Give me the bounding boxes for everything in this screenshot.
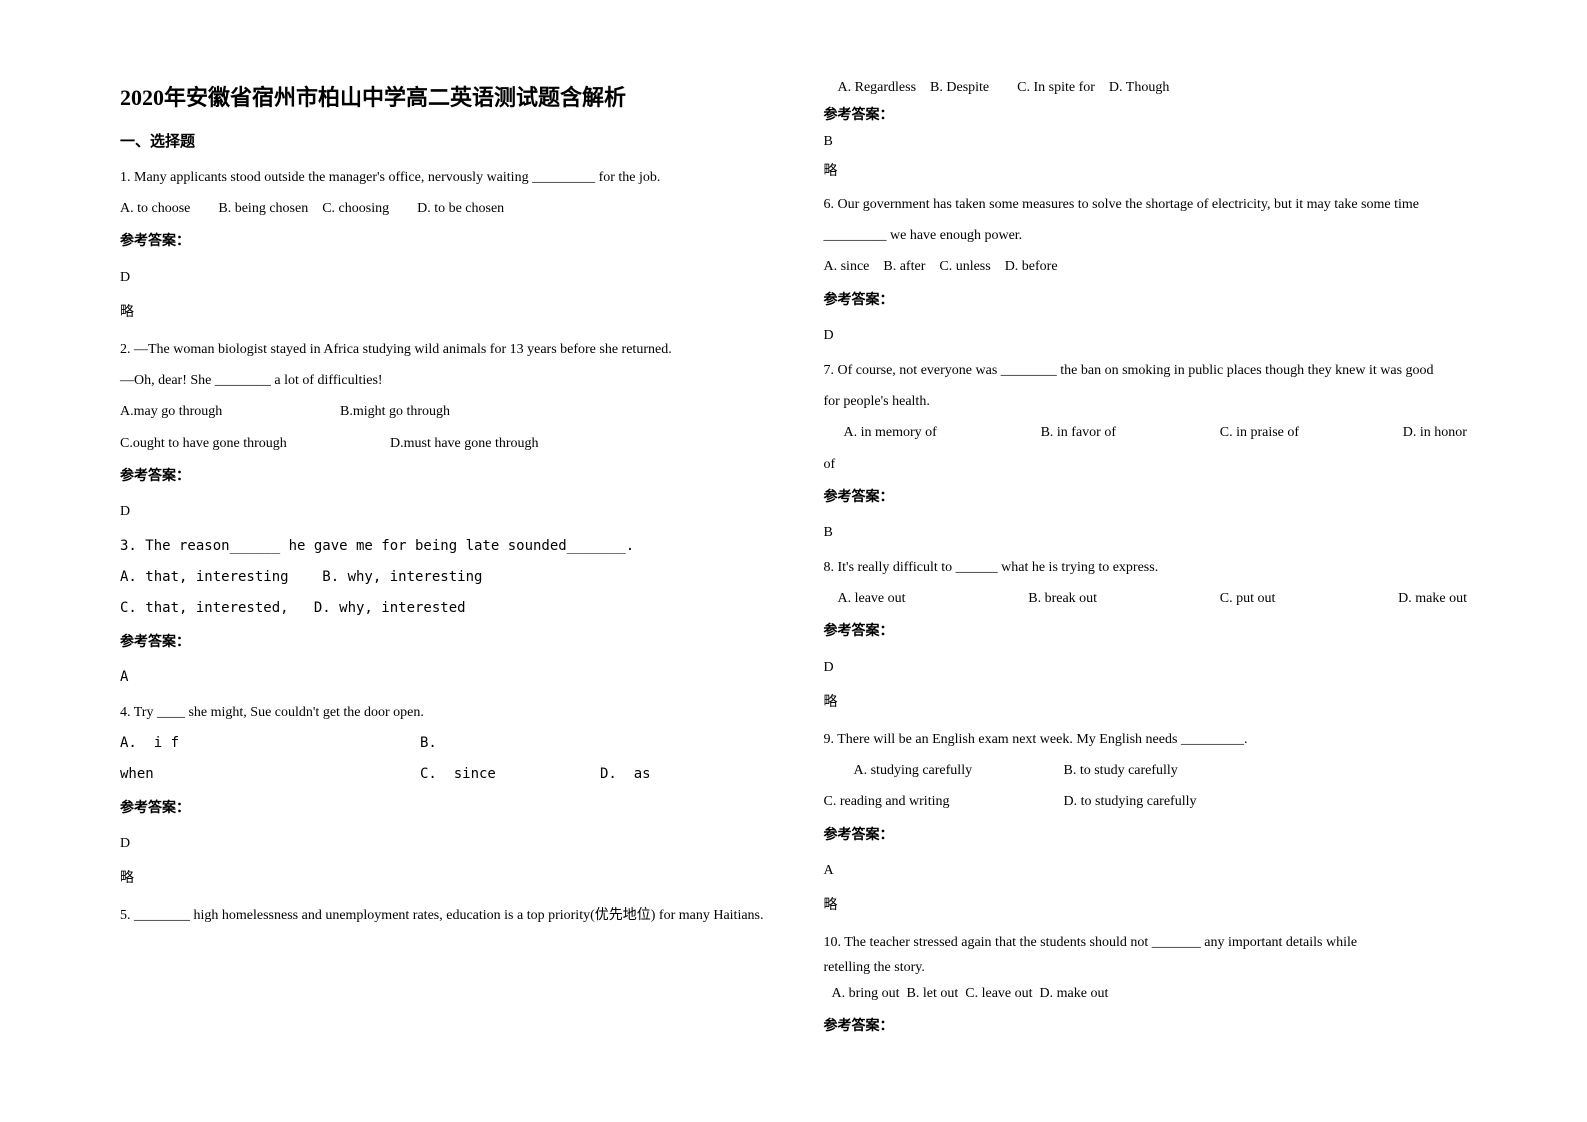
question-9: 9. There will be an English exam next we… xyxy=(824,727,1468,918)
q2-line2: —Oh, dear! She ________ a lot of difficu… xyxy=(120,368,764,393)
q10-options: A. bring out B. let out C. leave out D. … xyxy=(824,981,1468,1006)
q7-optB: B. in favor of xyxy=(1041,420,1116,445)
q2-line1: 2. —The woman biologist stayed in Africa… xyxy=(120,337,764,362)
q9-optA: A. studying carefully xyxy=(854,758,1064,783)
q5-options: A. Regardless B. Despite C. In spite for… xyxy=(824,80,1468,96)
answer-label: 参考答案： xyxy=(824,485,1468,510)
q8-text: 8. It's really difficult to ______ what … xyxy=(824,555,1468,580)
q8-optB: B. break out xyxy=(1028,586,1097,611)
answer-label: 参考答案： xyxy=(120,796,764,821)
q1-answer: D xyxy=(120,265,764,290)
q8-answer: D xyxy=(824,655,1468,680)
answer-label: 参考答案： xyxy=(824,619,1468,644)
q9-optC: C. reading and writing xyxy=(824,789,1064,814)
q10-line2: retelling the story. xyxy=(824,955,1468,980)
question-6: 6. Our government has taken some measure… xyxy=(824,192,1468,348)
q4-note: 略 xyxy=(120,866,764,891)
q4-options-row2: when C. since D. as xyxy=(120,762,764,787)
q7-line1: 7. Of course, not everyone was ________ … xyxy=(824,358,1468,383)
q8-optA: A. leave out xyxy=(838,586,906,611)
q9-text: 9. There will be an English exam next we… xyxy=(824,727,1468,752)
question-8: 8. It's really difficult to ______ what … xyxy=(824,555,1468,715)
q3-text: 3. The reason______ he gave me for being… xyxy=(120,534,764,559)
q4-optC: C. since xyxy=(420,762,600,787)
q5-text: 5. ________ high homelessness and unempl… xyxy=(120,903,764,928)
q2-optD: D.must have gone through xyxy=(390,431,590,456)
q3-line2: A. that, interesting B. why, interesting xyxy=(120,565,764,590)
q9-note: 略 xyxy=(824,893,1468,918)
answer-label: 参考答案： xyxy=(824,823,1468,848)
q7-of: of xyxy=(824,452,1468,477)
q6-options: A. since B. after C. unless D. before xyxy=(824,254,1468,279)
q4-optD: D. as xyxy=(600,762,651,787)
answer-label: 参考答案： xyxy=(120,229,764,254)
question-3: 3. The reason______ he gave me for being… xyxy=(120,534,764,690)
q7-optC: C. in praise of xyxy=(1220,420,1299,445)
q8-note: 略 xyxy=(824,690,1468,715)
q5-note: 略 xyxy=(824,160,1468,180)
q6-line2: _________ we have enough power. xyxy=(824,223,1468,248)
q4-optA: A. i f xyxy=(120,731,420,756)
q7-optA: A. in memory of xyxy=(844,420,937,445)
q9-answer: A xyxy=(824,858,1468,883)
answer-label: 参考答案： xyxy=(824,1014,1468,1039)
q2-options-row1: A.may go through B.might go through xyxy=(120,399,764,424)
q7-options: A. in memory of B. in favor of C. in pra… xyxy=(824,420,1468,445)
q9-options-row1: A. studying carefully B. to study carefu… xyxy=(824,758,1468,783)
section-heading: 一、选择题 xyxy=(120,130,764,151)
question-10: 10. The teacher stressed again that the … xyxy=(824,930,1468,1039)
q2-optC: C.ought to have gone through xyxy=(120,431,390,456)
q7-answer: B xyxy=(824,520,1468,545)
q1-options: A. to choose B. being chosen C. choosing… xyxy=(120,196,764,221)
q9-options-row2: C. reading and writing D. to studying ca… xyxy=(824,789,1468,814)
q8-options: A. leave out B. break out C. put out D. … xyxy=(824,586,1468,611)
question-4: 4. Try ____ she might, Sue couldn't get … xyxy=(120,700,764,891)
answer-label: 参考答案： xyxy=(120,464,764,489)
q3-line3: C. that, interested, D. why, interested xyxy=(120,596,764,621)
q6-answer: D xyxy=(824,323,1468,348)
q3-answer: A xyxy=(120,665,764,690)
q2-options-row2: C.ought to have gone through D.must have… xyxy=(120,431,764,456)
q4-answer: D xyxy=(120,831,764,856)
q2-answer: D xyxy=(120,499,764,524)
q1-text: 1. Many applicants stood outside the man… xyxy=(120,165,764,190)
q8-optD: D. make out xyxy=(1398,586,1467,611)
question-2: 2. —The woman biologist stayed in Africa… xyxy=(120,337,764,524)
answer-label: 参考答案： xyxy=(120,630,764,655)
q9-optD: D. to studying carefully xyxy=(1064,789,1197,814)
answer-label: 参考答案： xyxy=(824,288,1468,313)
q7-optD: D. in honor xyxy=(1403,420,1467,445)
q5-answer: B xyxy=(824,134,1468,150)
q2-optA: A.may go through xyxy=(120,399,340,424)
question-1: 1. Many applicants stood outside the man… xyxy=(120,165,764,325)
q4-optB: B. xyxy=(420,731,437,756)
q9-optB: B. to study carefully xyxy=(1064,758,1178,783)
q8-optC: C. put out xyxy=(1220,586,1276,611)
question-5: 5. ________ high homelessness and unempl… xyxy=(120,903,764,928)
q1-note: 略 xyxy=(120,300,764,325)
q4-options-row1: A. i f B. xyxy=(120,731,764,756)
q2-optB: B.might go through xyxy=(340,399,540,424)
q6-line1: 6. Our government has taken some measure… xyxy=(824,192,1468,217)
q4-when: when xyxy=(120,762,420,787)
right-column: A. Regardless B. Despite C. In spite for… xyxy=(794,80,1488,1082)
page-title: 2020年安徽省宿州市柏山中学高二英语测试题含解析 xyxy=(120,80,764,112)
q7-line2: for people's health. xyxy=(824,389,1468,414)
q4-text: 4. Try ____ she might, Sue couldn't get … xyxy=(120,700,764,725)
answer-label: 参考答案： xyxy=(824,104,1468,124)
question-7: 7. Of course, not everyone was ________ … xyxy=(824,358,1468,545)
left-column: 2020年安徽省宿州市柏山中学高二英语测试题含解析 一、选择题 1. Many … xyxy=(100,80,794,1082)
q10-line1: 10. The teacher stressed again that the … xyxy=(824,930,1468,955)
